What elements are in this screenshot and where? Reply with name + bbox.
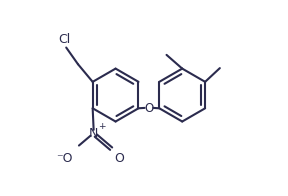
Text: O: O xyxy=(114,152,124,165)
Text: ⁻O: ⁻O xyxy=(56,152,73,165)
Text: Cl: Cl xyxy=(58,33,70,46)
Text: O: O xyxy=(144,102,154,115)
Text: +: + xyxy=(98,122,105,131)
Text: N: N xyxy=(89,127,98,140)
